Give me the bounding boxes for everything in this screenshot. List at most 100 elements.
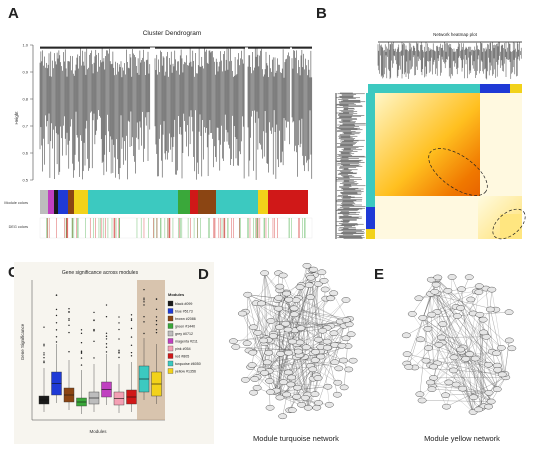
network-node xyxy=(264,350,272,355)
network-node xyxy=(431,289,439,294)
a-tick-label: 0.5 xyxy=(22,178,28,183)
heatmap-top-bar-yellow xyxy=(510,84,522,93)
box-outlier xyxy=(106,343,107,344)
network-node xyxy=(243,341,251,346)
legend-swatch xyxy=(168,346,173,351)
box-outlier xyxy=(131,355,132,356)
network-node xyxy=(287,382,295,387)
box-outlier xyxy=(93,319,94,320)
legend-swatch xyxy=(168,331,173,336)
box-outlier xyxy=(156,299,157,300)
box-outlier xyxy=(81,357,82,358)
network-node xyxy=(320,278,328,283)
heatmap-top-bar-turquoise xyxy=(368,84,480,93)
box-outlier xyxy=(143,289,144,290)
box-outlier xyxy=(43,344,44,345)
box-outlier xyxy=(43,362,44,363)
network-node xyxy=(429,364,437,369)
panel-d: D Module turquoise network xyxy=(198,263,357,443)
box-outlier xyxy=(106,316,107,317)
box-outlier xyxy=(156,329,157,330)
network-node xyxy=(415,296,423,301)
network-node xyxy=(294,349,302,354)
module-color-segment xyxy=(40,190,48,214)
heatmap-top-bar-blue xyxy=(480,84,510,93)
box-outlier xyxy=(106,338,107,339)
network-node xyxy=(450,355,458,360)
box-outlier xyxy=(131,345,132,346)
network-node xyxy=(318,328,326,333)
box-outlier xyxy=(118,322,119,323)
box-outlier xyxy=(81,342,82,343)
network-node xyxy=(434,275,442,280)
box-outlier xyxy=(156,316,157,317)
box-outlier xyxy=(68,325,69,326)
box-outlier xyxy=(56,341,57,342)
module-color-segment xyxy=(54,190,58,214)
a-tick-label: 1.0 xyxy=(22,43,28,48)
network-node xyxy=(505,310,513,315)
network-node xyxy=(275,295,283,300)
box-outlier xyxy=(81,333,82,334)
network-node xyxy=(408,311,416,316)
network-node xyxy=(275,325,283,330)
network-node xyxy=(254,330,262,335)
box-outlier xyxy=(118,316,119,317)
network-node xyxy=(297,402,305,407)
network-node xyxy=(475,284,483,289)
box-outlier xyxy=(143,304,144,305)
box-outlier xyxy=(118,338,119,339)
box-outlier xyxy=(56,315,57,316)
network-edge xyxy=(256,303,346,320)
network-node xyxy=(476,312,484,317)
turquoise-network xyxy=(229,263,357,419)
network-node xyxy=(428,387,436,392)
network-node xyxy=(266,405,274,410)
network-node xyxy=(456,347,464,352)
box-outlier xyxy=(81,352,82,353)
module-color-segment xyxy=(216,190,258,214)
legend-swatch xyxy=(168,324,173,329)
network-node xyxy=(494,367,502,372)
panel-d-letter: D xyxy=(198,266,209,283)
network-node xyxy=(448,274,456,279)
a-tick-label: 0.7 xyxy=(22,124,28,129)
network-node xyxy=(419,315,427,320)
network-node xyxy=(288,339,296,344)
network-node xyxy=(474,407,482,412)
box-outlier xyxy=(106,347,107,348)
module-color-segment xyxy=(178,190,190,214)
network-node xyxy=(508,346,516,351)
panel-d-caption: Module turquoise network xyxy=(253,434,339,443)
network-node xyxy=(493,387,501,392)
box-outlier xyxy=(156,320,157,321)
box-outlier xyxy=(143,321,144,322)
network-node xyxy=(257,301,265,306)
network-edge xyxy=(267,357,296,362)
panel-a-ylabel: Height xyxy=(14,111,19,125)
legend-label: pink #054 xyxy=(175,347,191,351)
panel-a-ticks: 1.00.90.80.70.60.5 xyxy=(22,43,33,183)
box-outlier xyxy=(131,328,132,329)
legend-swatch xyxy=(168,309,173,314)
network-node xyxy=(297,326,305,331)
legend-swatch xyxy=(168,339,173,344)
network-node xyxy=(309,367,317,372)
network-node xyxy=(426,380,434,385)
network-node xyxy=(458,386,466,391)
heatmap-yellow-block xyxy=(500,214,522,239)
panel-a-letter: A xyxy=(8,5,19,22)
network-node xyxy=(249,325,257,330)
yellow-network xyxy=(402,274,516,414)
network-node xyxy=(279,273,287,278)
deg-color-strip xyxy=(40,218,312,238)
network-node xyxy=(422,358,430,363)
legend-label: black #099 xyxy=(175,302,192,306)
network-edge xyxy=(442,337,487,338)
network-node xyxy=(290,312,298,317)
panel-c-title: Gene significance across modules xyxy=(62,270,139,276)
legend-swatch xyxy=(168,361,173,366)
box-outlier xyxy=(156,324,157,325)
